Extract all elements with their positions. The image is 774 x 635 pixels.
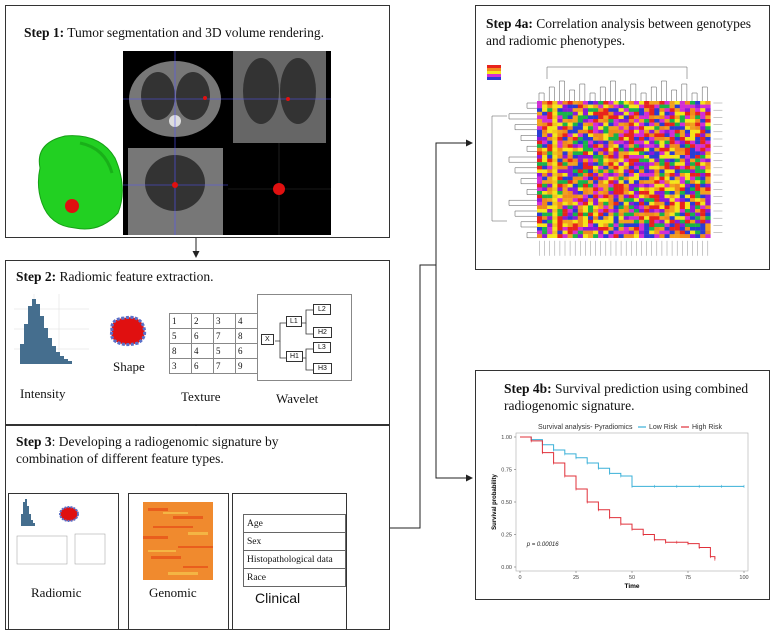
shape-blob	[109, 315, 147, 347]
intensity-label: Intensity	[20, 386, 66, 401]
step4a-box: Step 4a: Correlation analysis between ge…	[475, 5, 770, 270]
step2-box: Step 2: Radiomic feature extraction. Int…	[5, 260, 390, 425]
radiomic-label: Radiomic	[31, 585, 82, 600]
step3-box: Step 3: Developing a radiogenomic signat…	[5, 425, 390, 630]
x-tick-label: 75	[685, 575, 691, 581]
step3-title: Step 3: Developing a radiogenomic signat…	[16, 434, 279, 466]
x-axis-label: Time	[624, 583, 639, 590]
clinical-item: Race	[243, 568, 346, 587]
ct-coronal	[228, 51, 331, 143]
wavelet-node-h2: H2	[313, 327, 332, 338]
genomic-panel: Genomic	[128, 493, 229, 630]
lung-3d-render	[37, 135, 123, 230]
wavelet-label: Wavelet	[276, 391, 319, 406]
step1-box: Step 1: Tumor segmentation and 3D volume…	[5, 5, 390, 238]
y-axis-label: Survival probability	[492, 473, 498, 529]
radiomic-panel: Radiomic	[8, 493, 119, 630]
texture-label: Texture	[181, 389, 221, 404]
x-tick-label: 50	[629, 575, 635, 581]
wavelet-node-l3: L3	[313, 342, 331, 353]
survival-plot: Survival analysis- Pyradiomics Low Risk Hi…	[492, 424, 749, 590]
y-tick-label: 1.00	[501, 435, 512, 441]
clinical-table: Age Sex Histopathological data Race	[243, 514, 346, 587]
ct-axial	[123, 51, 228, 143]
step2-title: Step 2: Radiomic feature extraction.	[16, 269, 214, 284]
wavelet-node-l2: L2	[313, 304, 331, 315]
x-tick-label: 100	[739, 575, 748, 581]
wavelet-diagram: X L1 H1 L2 H2 L3 H3	[257, 294, 352, 381]
clinical-panel: Age Sex Histopathological data Race Clin…	[232, 493, 347, 630]
step1-title: Step 1: Tumor segmentation and 3D volume…	[24, 25, 324, 40]
step4b-box: Step 4b: Survival prediction using combi…	[475, 370, 770, 600]
y-tick-label: 0.50	[501, 500, 512, 506]
genomic-heatmap	[143, 502, 213, 580]
y-tick-label: 0.00	[501, 565, 512, 571]
legend-title: Survival analysis- Pyradiomics	[538, 424, 633, 431]
p-value: p = 0.00016	[526, 542, 560, 548]
wavelet-node-h3: H3	[313, 363, 332, 374]
correlation-heatmap	[487, 65, 723, 256]
shape-label: Shape	[113, 359, 145, 374]
clinical-label: Clinical	[255, 590, 301, 606]
genomic-label: Genomic	[149, 585, 197, 600]
tumor-3d-view	[228, 143, 331, 235]
x-tick-label: 0	[518, 575, 521, 581]
legend-low-label: Low Risk	[649, 424, 678, 431]
step4a-title: Step 4a: Correlation analysis between ge…	[486, 16, 752, 48]
y-tick-label: 0.25	[501, 533, 512, 539]
step4b-title: Step 4b: Survival prediction using combi…	[504, 381, 749, 413]
plot-frame	[515, 432, 749, 572]
wavelet-node-x: X	[261, 334, 274, 345]
ct-sagittal	[123, 143, 228, 235]
y-tick-label: 0.75	[501, 468, 512, 474]
x-tick-label: 25	[573, 575, 579, 581]
wavelet-node-l1: L1	[286, 316, 302, 327]
legend-high-label: High Risk	[692, 424, 722, 431]
wavelet-node-h1: H1	[286, 351, 303, 362]
high-risk-curve	[520, 436, 716, 560]
low-risk-curve	[520, 436, 744, 487]
intensity-histogram	[14, 294, 89, 364]
